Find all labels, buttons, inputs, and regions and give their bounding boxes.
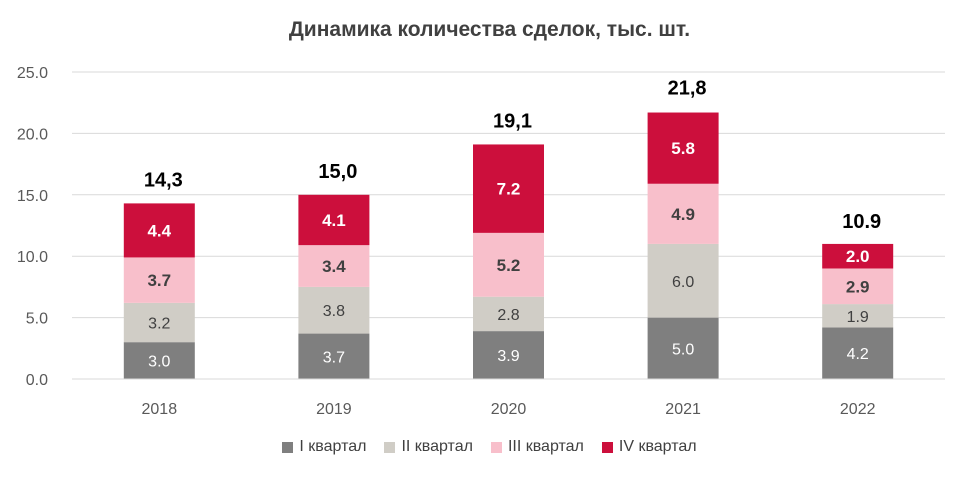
legend-label: I квартал [299, 438, 367, 455]
bar-data-label: 2.8 [497, 307, 519, 324]
bar-data-label: 4.9 [671, 205, 695, 224]
legend-swatch [384, 441, 396, 453]
bar-total-label: 15,0 [318, 161, 357, 183]
bar-data-label: 4.4 [147, 221, 171, 240]
bar-data-label: 3.7 [323, 349, 345, 366]
bar-data-label: 6.0 [672, 274, 694, 291]
bar-segment [647, 243, 719, 318]
bar-data-label: 3.0 [148, 354, 170, 371]
legend-item: I квартал [282, 438, 366, 456]
bar-data-label: 7.2 [497, 180, 521, 199]
bar-data-label: 3.4 [322, 257, 346, 276]
legend-swatch [490, 441, 502, 453]
bar-data-label: 5.8 [671, 139, 695, 158]
y-tick-label: 20.0 [17, 126, 48, 143]
legend-swatch [601, 441, 613, 453]
chart-legend: I квартал II квартал III квартал IV квартал [0, 438, 979, 458]
x-tick-label: 2018 [142, 401, 178, 418]
bar-data-label: 4.2 [847, 346, 869, 363]
bar-data-label: 4.1 [322, 211, 346, 230]
bar-segment [298, 194, 370, 246]
bar-total-label: 14,3 [144, 169, 183, 191]
y-tick-label: 15.0 [17, 188, 48, 205]
bar-segment [647, 112, 719, 184]
bar-data-label: 3.9 [497, 348, 519, 365]
legend-label: IV квартал [618, 438, 697, 455]
bar-segment [647, 183, 719, 244]
bar-segment [473, 144, 544, 233]
y-tick-label: 5.0 [26, 311, 48, 328]
legend-label: III квартал [507, 438, 584, 455]
bar-segment [473, 296, 544, 332]
bar-total-label: 19,1 [493, 110, 532, 132]
bar-total-label: 21,8 [668, 77, 707, 99]
x-tick-label: 2020 [491, 401, 527, 418]
bar-total-label: 10.9 [842, 211, 881, 233]
bar-data-label: 3.8 [323, 303, 345, 320]
bar-data-label: 5.0 [672, 341, 694, 358]
bar-data-label: 1.9 [847, 309, 869, 326]
bar-segment [473, 331, 544, 379]
bar-segment [298, 333, 370, 379]
bar-segment [123, 302, 195, 343]
bar-data-label: 3.7 [147, 271, 171, 290]
bar-segment [822, 327, 894, 379]
bar-data-label: 5.2 [497, 256, 521, 275]
legend-item: IV квартал [601, 438, 697, 456]
bar-segment [123, 203, 195, 258]
bar-data-label: 2.0 [846, 247, 870, 266]
legend-item: III квартал [490, 438, 584, 456]
x-tick-label: 2021 [665, 401, 701, 418]
legend-item: II квартал [384, 438, 473, 456]
y-tick-label: 10.0 [17, 249, 48, 266]
bar-segment [123, 257, 195, 303]
x-tick-label: 2022 [840, 401, 876, 418]
bar-segment [822, 304, 894, 328]
y-tick-label: 25.0 [17, 65, 48, 82]
bar-data-label: 3.2 [148, 316, 170, 333]
bar-segment [473, 232, 544, 297]
chart-title: Динамика количества сделок, тыс. шт. [288, 18, 691, 41]
x-tick-label: 2019 [316, 401, 352, 418]
y-tick-label: 0.0 [26, 372, 48, 389]
bar-segment [298, 286, 370, 334]
legend-swatch [282, 441, 294, 453]
bar-segment [123, 342, 195, 379]
bar-segment [822, 243, 894, 269]
legend-label: II квартал [401, 438, 473, 455]
bar-segment [822, 268, 894, 305]
bar-segment [647, 317, 719, 379]
bar-segment [298, 245, 370, 287]
bar-data-label: 2.9 [846, 277, 870, 296]
